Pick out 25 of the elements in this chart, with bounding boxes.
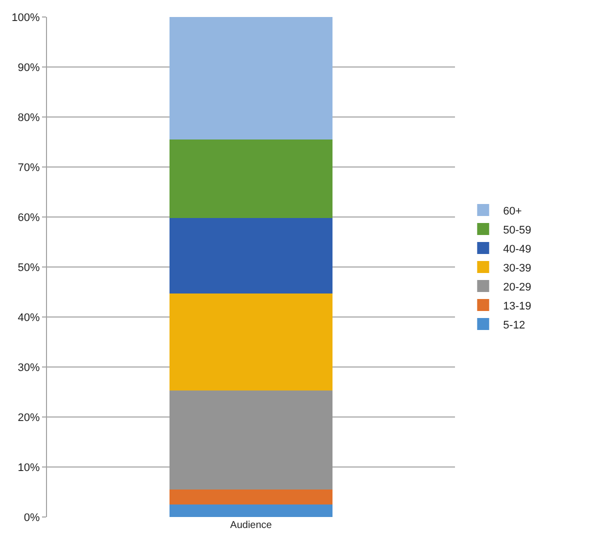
- legend-label: 40-49: [503, 243, 532, 256]
- y-tick-label: 20%: [18, 412, 40, 424]
- bar: [169, 490, 333, 504]
- legend-label: 50-59: [503, 224, 532, 236]
- legend-label: 5-12: [503, 319, 526, 332]
- y-tick-label: 30%: [18, 362, 40, 374]
- bar: [169, 218, 333, 294]
- bar: [169, 504, 333, 517]
- legend-label: 30-39: [503, 262, 532, 274]
- y-tick-label: 60%: [18, 212, 40, 224]
- bar: [169, 294, 333, 390]
- y-tick-label: 0%: [24, 512, 40, 524]
- x-tick-label: Audience: [230, 520, 272, 531]
- y-tick-label: 10%: [18, 462, 40, 474]
- y-tick-label: 40%: [18, 312, 40, 324]
- y-tick-label: 100%: [12, 12, 40, 24]
- legend-label: 20-29: [503, 281, 532, 294]
- y-tick-label: 90%: [18, 62, 40, 74]
- y-tick-label: 50%: [18, 262, 40, 274]
- y-tick-label: 70%: [18, 162, 40, 174]
- legend-label: 60+: [503, 205, 522, 218]
- y-tick-label: 80%: [18, 112, 40, 124]
- legend-label: 13-19: [503, 300, 532, 312]
- bar: [169, 17, 333, 140]
- bar: [169, 140, 333, 218]
